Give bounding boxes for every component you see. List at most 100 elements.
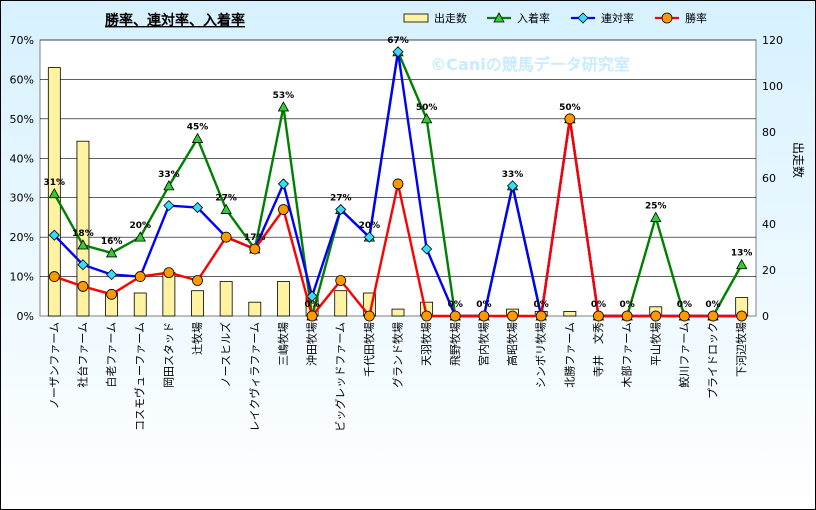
point	[191, 132, 204, 143]
chart-title: 勝率、連対率、入着率	[105, 12, 245, 29]
point	[191, 202, 204, 214]
point	[277, 178, 290, 190]
legend-label: 出走数	[434, 11, 467, 25]
data-label: 50%	[559, 103, 581, 113]
y-tick-right: 60	[762, 172, 776, 185]
x-tick-label: 下河辺牧場	[734, 322, 748, 377]
point	[77, 259, 89, 271]
data-label: 0%	[677, 300, 692, 310]
data-label: 31%	[44, 178, 66, 188]
grid-lines	[40, 39, 756, 277]
x-tick-label: 平山牧場	[648, 322, 662, 366]
point	[661, 12, 673, 24]
x-tick-label: 宮内牧場	[476, 322, 490, 366]
y-tick-left: 70%	[10, 34, 34, 47]
data-label: 67%	[387, 36, 409, 46]
x-tick-label: 寺井 文秀	[591, 322, 605, 377]
data-label: 16%	[101, 237, 123, 247]
x-tick-label: 飛野牧場	[448, 322, 462, 366]
point	[449, 310, 461, 322]
point	[306, 310, 318, 322]
x-tick-label: ノースヒルズ	[219, 322, 233, 387]
y-tick-left: 10%	[10, 271, 34, 284]
point	[249, 243, 261, 255]
axes: 0% 10% 20% 30% 40% 50% 60% 70% 0 20 40 60 80 100 120 ノー…	[10, 34, 783, 432]
data-label: 0%	[476, 300, 491, 310]
data-label: 33%	[502, 170, 524, 180]
y-tick-left: 60%	[10, 73, 34, 86]
bar	[334, 290, 348, 317]
point	[77, 239, 89, 250]
y-tick-right: 120	[762, 34, 783, 47]
bar	[162, 271, 176, 317]
data-label: 50%	[416, 103, 438, 113]
point	[421, 310, 433, 322]
x-tick-label: シンボリ牧場	[534, 322, 548, 388]
x-tick-label: コスモヴューファーム	[133, 322, 147, 431]
point	[421, 243, 433, 255]
point	[220, 231, 232, 243]
point	[535, 310, 547, 322]
x-tick-label: 高昭牧場	[505, 322, 519, 366]
data-label: 0%	[304, 300, 319, 310]
point	[564, 113, 576, 125]
point	[493, 12, 505, 23]
point	[306, 290, 318, 302]
line-series	[48, 46, 748, 322]
y-tick-left: 20%	[10, 231, 34, 244]
point	[577, 12, 589, 24]
data-label: 0%	[534, 300, 549, 310]
x-tick-label: 沖田牧場	[305, 322, 319, 366]
bar	[248, 301, 262, 317]
legend-label: 連対率	[601, 11, 634, 25]
bar	[76, 140, 90, 317]
point	[679, 310, 690, 322]
point	[650, 211, 662, 222]
point	[77, 281, 89, 292]
data-label: 33%	[158, 170, 180, 180]
y-tick-right: 0	[762, 310, 769, 323]
point	[335, 203, 347, 216]
y-tick-right: 80	[762, 126, 776, 139]
x-tick-label: 千代田牧場	[362, 322, 376, 377]
point	[392, 178, 404, 190]
point	[621, 310, 633, 322]
point	[736, 310, 748, 322]
x-tick-label: 岡田スタッド	[162, 322, 175, 388]
point	[220, 203, 232, 214]
y-tick-right: 40	[762, 218, 776, 231]
data-label: 17%	[244, 233, 266, 243]
point	[163, 200, 175, 212]
data-label: 27%	[215, 194, 237, 204]
point	[707, 310, 719, 322]
legend-label: 勝率	[685, 11, 707, 25]
point	[593, 310, 604, 322]
point	[48, 229, 60, 241]
x-tick-label: 鮫川ファーム	[677, 322, 691, 388]
data-label: 20%	[359, 221, 381, 231]
point	[192, 275, 203, 286]
bar	[563, 310, 577, 317]
x-tick-label: 三嶋牧場	[276, 322, 290, 366]
point	[163, 267, 175, 279]
bar	[191, 290, 204, 317]
x-tick-label: 木部ファーム	[620, 322, 634, 388]
data-label: 53%	[273, 91, 295, 101]
legend-swatch	[403, 13, 429, 23]
point	[363, 231, 375, 243]
data-label: 20%	[129, 221, 151, 231]
bar	[391, 308, 405, 317]
data-labels: 31% 18% 16% 20% 33% 45% 27% 17% 53% 0% 27% 20% 67% 50…	[44, 36, 753, 310]
y-tick-left: 50%	[10, 113, 34, 126]
point	[106, 269, 118, 281]
x-tick-label: ビッグレッドファーム	[333, 322, 347, 432]
point	[105, 247, 118, 258]
plot-area	[39, 39, 757, 317]
x-tick-label: 天羽牧場	[419, 322, 433, 366]
point	[420, 113, 433, 124]
y-tick-left: 40%	[10, 152, 34, 165]
bar	[277, 281, 290, 317]
y-tick-right: 20	[762, 264, 776, 277]
legend: 出走数 入着率 連対率 勝率	[403, 11, 707, 25]
